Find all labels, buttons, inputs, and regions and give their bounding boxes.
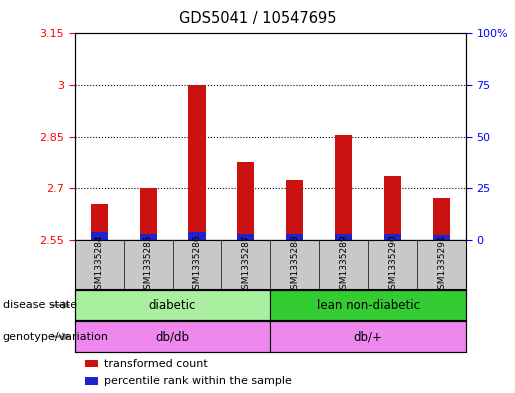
Text: GSM1335289: GSM1335289 [339, 234, 348, 295]
Bar [433, 198, 450, 240]
Bar [384, 234, 401, 240]
Text: GSM1335284: GSM1335284 [95, 234, 104, 294]
Bar [270, 290, 466, 320]
Text: diabetic: diabetic [149, 299, 196, 312]
Bar [270, 321, 466, 352]
Bar [75, 290, 270, 320]
Text: lean non-diabetic: lean non-diabetic [317, 299, 420, 312]
Bar [286, 180, 303, 240]
Bar [75, 321, 270, 352]
Bar [188, 85, 205, 240]
Bar [335, 135, 352, 240]
Bar [140, 234, 157, 240]
Bar [91, 204, 108, 240]
Bar [140, 188, 157, 240]
Bar [384, 176, 401, 240]
Bar [237, 233, 254, 240]
Text: percentile rank within the sample: percentile rank within the sample [104, 376, 291, 386]
Bar [237, 162, 254, 240]
Text: genotype/variation: genotype/variation [3, 332, 109, 342]
Bar [286, 234, 303, 240]
Bar [335, 234, 352, 240]
Text: db/+: db/+ [354, 330, 383, 343]
Bar [85, 360, 98, 367]
Bar [85, 377, 98, 385]
Text: GSM1335287: GSM1335287 [242, 234, 250, 295]
Text: disease state: disease state [3, 300, 77, 310]
Bar [433, 235, 450, 240]
Text: GSM1335291: GSM1335291 [437, 234, 446, 295]
Text: GSM1335290: GSM1335290 [388, 234, 397, 295]
Text: GSM1335286: GSM1335286 [193, 234, 201, 295]
Bar [91, 232, 108, 240]
Text: GSM1335285: GSM1335285 [144, 234, 152, 295]
Text: GSM1335288: GSM1335288 [290, 234, 299, 295]
Text: transformed count: transformed count [104, 358, 207, 369]
Text: db/db: db/db [156, 330, 190, 343]
Bar [188, 232, 205, 240]
Text: GDS5041 / 10547695: GDS5041 / 10547695 [179, 11, 336, 26]
